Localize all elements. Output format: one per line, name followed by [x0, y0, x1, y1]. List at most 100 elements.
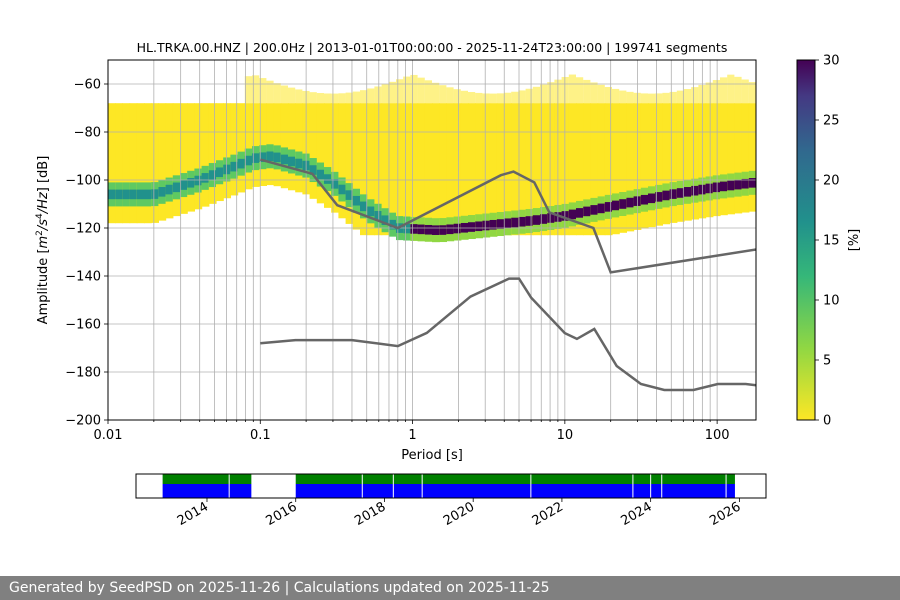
heatmap-cell: [187, 103, 195, 212]
heatmap-cell: [468, 103, 476, 236]
heatmap-cell: [511, 103, 519, 236]
x-axis-ticks: 0.01 0.1 1 10 100: [94, 420, 730, 443]
heatmap-cell: [489, 93, 497, 104]
heatmap-cell: [367, 88, 375, 104]
heatmap-cell: [439, 103, 447, 236]
heatmap-cell: [691, 103, 699, 220]
heatmap-cell: [237, 103, 246, 193]
heatmap-cell: [244, 76, 252, 104]
heatmap-cell: [712, 182, 721, 193]
colorbar-ticks: 0 5 10 15 20 25 30: [815, 54, 840, 429]
heatmap-cell: [194, 103, 203, 210]
heatmap-cell: [309, 165, 318, 175]
y-tick-label: −200: [65, 414, 101, 429]
heatmap-cell: [612, 88, 620, 104]
heatmap-cell: [331, 179, 339, 189]
heatmap-cell: [446, 224, 455, 235]
heatmap-cell: [208, 103, 217, 204]
heatmap-cell: [352, 195, 361, 206]
heatmap-cell: [640, 93, 648, 104]
footer-text: Generated by SeedPSD on 2025-11-26 | Cal…: [9, 580, 550, 596]
heatmap-cell: [230, 103, 239, 196]
heatmap-cell: [720, 181, 728, 192]
heatmap-cell: [482, 103, 491, 236]
heatmap-cell: [518, 90, 526, 104]
heatmap-cell: [475, 92, 483, 104]
heatmap-cell: [540, 84, 548, 104]
heatmap-cell: [748, 103, 756, 212]
timeline-year-label: 2016: [264, 499, 300, 529]
heatmap-cell: [360, 201, 368, 212]
heatmap-cell: [568, 74, 576, 104]
heatmap-cell: [432, 103, 440, 236]
heatmap-cell: [122, 189, 131, 200]
y-axis-label: Amplitude [m2/s4/Hz] [dB]: [35, 156, 51, 325]
timeline-data-bar: [162, 484, 252, 498]
heatmap-cell: [446, 103, 455, 236]
heatmap-cell: [129, 189, 138, 200]
heatmap-cell: [216, 167, 224, 178]
heatmap-cell: [640, 194, 649, 205]
heatmap-cell: [244, 103, 253, 190]
heatmap-cell: [676, 103, 685, 222]
timeline-data-bar: [295, 484, 735, 498]
heatmap-cell: [669, 189, 678, 199]
heatmap-cell: [432, 225, 440, 235]
heatmap-cell: [604, 87, 612, 104]
heatmap-cell: [619, 199, 627, 209]
heatmap-cell: [266, 103, 275, 186]
heatmap-cell: [280, 103, 289, 189]
heatmap-cell: [532, 86, 540, 104]
heatmap-cell: [396, 103, 404, 236]
heatmap-cell: [129, 103, 138, 224]
heatmap-cell: [295, 103, 303, 193]
heatmap-cell: [669, 103, 678, 223]
plot-area: 0.01 0.1 1 10 100 −200 −180 −160 −140 −120 −100 −8…: [65, 59, 757, 443]
colorbar-tick-label: 25: [823, 114, 840, 129]
heatmap-cell: [432, 82, 440, 104]
heatmap-cell: [547, 103, 555, 236]
heatmap-cell: [712, 80, 720, 104]
heatmap-cell: [741, 103, 750, 213]
heatmap-cell: [691, 185, 699, 196]
heatmap-cell: [655, 103, 663, 226]
heatmap-cell: [208, 170, 217, 180]
heatmap-cell: [489, 103, 498, 236]
heatmap-cell: [561, 211, 570, 221]
heatmap-cell: [388, 81, 396, 104]
heatmap-cell: [316, 93, 324, 104]
heatmap-cell: [309, 103, 318, 199]
heatmap-cell: [554, 103, 563, 236]
heatmap-cell: [655, 93, 663, 104]
heatmap-cell: [309, 92, 317, 104]
timeline-year-label: 2026: [707, 499, 743, 529]
heatmap-cell: [345, 103, 354, 224]
heatmap-cell: [108, 189, 116, 200]
heatmap-cell: [115, 103, 123, 224]
heatmap-cell: [324, 174, 332, 184]
timeline-year-ticks: 2014 2016 2018 2020 2022 2024 2026: [175, 498, 743, 529]
data-availability-timeline: 2014 2016 2018 2020 2022 2024 2026: [135, 473, 767, 529]
heatmap-cell: [115, 189, 123, 200]
heatmap-cell: [453, 89, 461, 104]
heatmap-cell: [180, 180, 188, 190]
heatmap-cell: [720, 77, 728, 104]
colorbar-tick-label: 0: [823, 414, 831, 429]
heatmap-cell: [237, 158, 246, 169]
chart-title: HL.TRKA.00.HNZ | 200.0Hz | 2013-01-01T00…: [137, 40, 728, 55]
heatmap-cell: [345, 190, 354, 200]
heatmap-cell: [144, 189, 152, 200]
heatmap-cell: [410, 103, 419, 236]
heatmap-cell: [540, 103, 548, 236]
heatmap-cell: [331, 93, 339, 104]
heatmap-cell: [345, 92, 353, 104]
heatmap-cell: [280, 154, 289, 165]
heatmap-cell: [640, 103, 649, 229]
heatmap-cell: [403, 223, 411, 234]
heatmap-cell: [424, 224, 433, 235]
heatmap-cell: [525, 88, 533, 104]
heatmap-cell: [244, 155, 253, 166]
heatmap-cell: [525, 103, 534, 236]
y-tick-label: −120: [65, 222, 101, 237]
y-tick-label: −180: [65, 366, 101, 381]
